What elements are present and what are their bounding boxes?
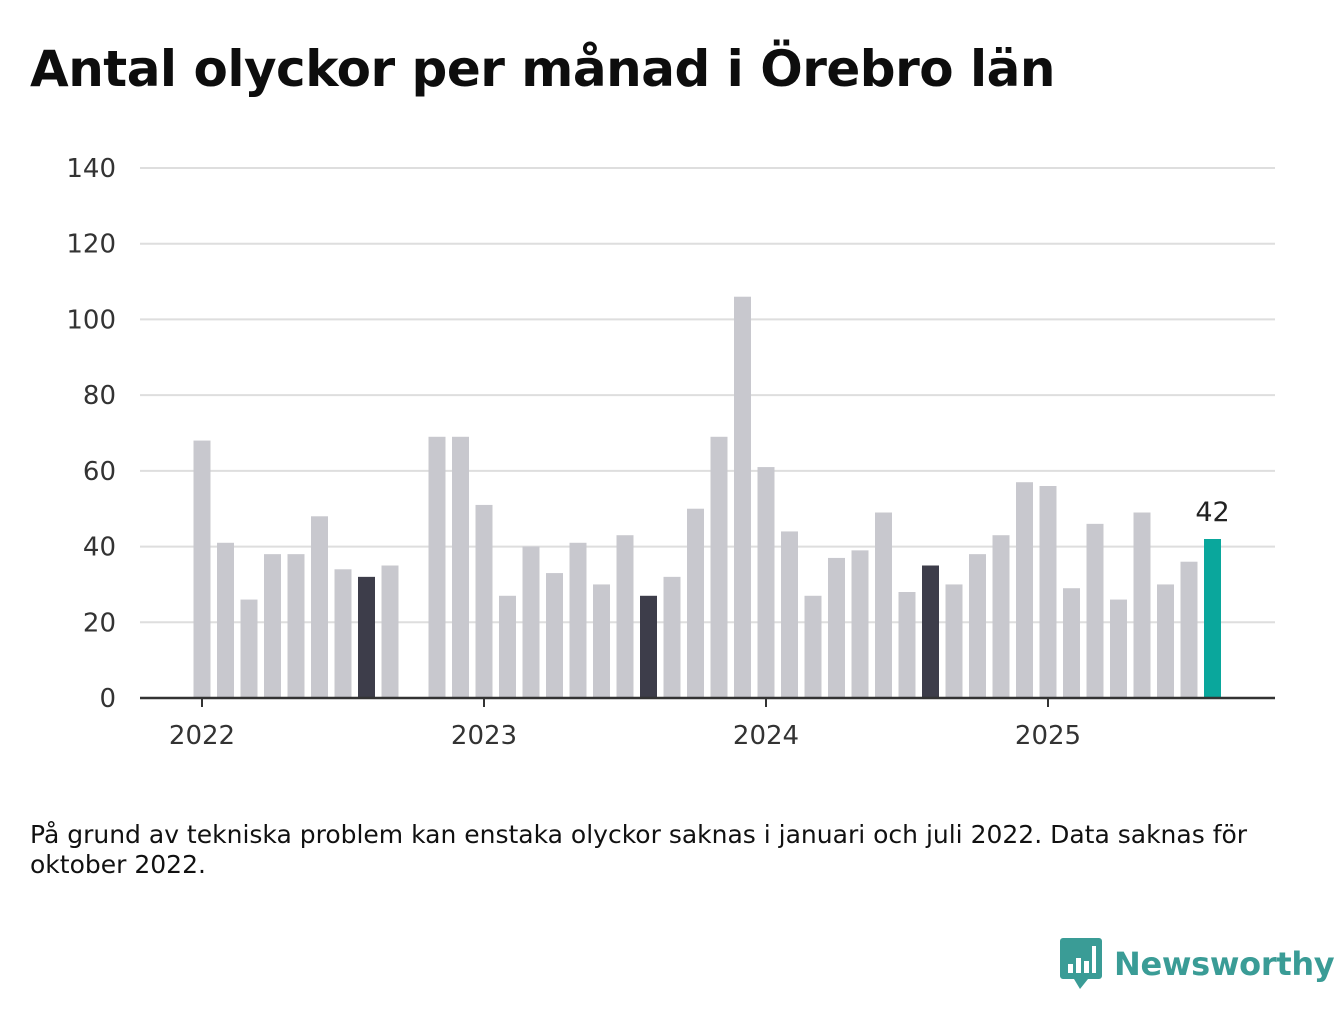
bar-2024-08[interactable] [922,565,939,699]
data-labels: 42 [1195,497,1229,528]
bar-2023-09[interactable] [663,576,681,698]
bar-2022-11[interactable] [428,436,446,698]
bar-2023-08[interactable] [640,595,657,698]
bar-2022-03[interactable] [240,599,258,698]
bar-2022-01[interactable] [193,440,211,698]
bar-2023-07[interactable] [616,535,634,698]
chart-title: Antal olyckor per månad i Örebro län [30,40,1055,98]
x-tick-label: 2023 [451,721,517,751]
bar-2024-12[interactable] [1016,482,1033,698]
brand-name: Newsworthy [1114,945,1335,983]
x-tick-label: 2024 [733,721,799,751]
bar-2022-12[interactable] [452,436,469,698]
y-tick-label: 140 [66,154,116,184]
bars [193,296,1221,699]
footnote: På grund av tekniska problem kan enstaka… [30,820,1248,879]
y-tick-label: 60 [83,457,116,487]
newsworthy-chart-bubble-icon [1060,938,1102,989]
bar-2024-09[interactable] [945,584,963,698]
bar-2023-03[interactable] [522,546,540,698]
bar-2024-05[interactable] [851,550,869,698]
y-tick-label: 80 [83,381,116,411]
bar-2023-06[interactable] [593,584,610,698]
bar-2025-02[interactable] [1063,588,1080,698]
bar-2024-02[interactable] [781,531,798,698]
bar-2024-10[interactable] [969,554,986,698]
bar-2023-02[interactable] [499,595,516,698]
bar-2023-04[interactable] [546,573,563,698]
bar-2022-05[interactable] [287,554,305,698]
bar-2024-06[interactable] [875,512,892,699]
bar-2022-04[interactable] [264,554,281,698]
bar-2025-06[interactable] [1157,584,1174,698]
bar-2025-03[interactable] [1086,523,1104,698]
bar-2025-07[interactable] [1180,561,1198,698]
gridlines [140,167,1275,624]
bar-2025-01[interactable] [1039,486,1057,698]
y-tick-label: 0 [99,684,116,714]
bar-2023-11[interactable] [710,436,728,698]
bar-2023-12[interactable] [734,296,751,698]
bar-2024-01[interactable] [757,467,775,698]
y-tick-label: 120 [66,230,116,260]
bar-2022-08[interactable] [358,576,375,698]
bar-2025-08[interactable] [1204,539,1221,698]
bar-2022-06[interactable] [311,516,328,698]
bar-2024-03[interactable] [804,595,822,698]
bar-2022-02[interactable] [217,542,234,698]
bar-2022-09[interactable] [381,565,399,699]
bar-2025-05[interactable] [1133,512,1151,699]
x-tick-label: 2022 [169,721,235,751]
brand-logo[interactable]: Newsworthy [1060,938,1335,990]
bar-2023-01[interactable] [475,504,493,698]
bar-2024-04[interactable] [828,557,845,698]
y-tick-label: 40 [83,533,116,563]
bar-chart: 0 20 40 60 80 100 120 140 2022 2023 2024 2025 42 [66,154,1275,751]
bar-2024-07[interactable] [898,592,916,698]
bar-2023-10[interactable] [687,508,704,698]
bar-2025-04[interactable] [1110,599,1127,698]
bar-2023-05[interactable] [569,542,587,698]
data-label: 42 [1195,497,1229,528]
x-axis: 2022 2023 2024 2025 [140,696,1275,751]
y-tick-label: 100 [66,305,116,335]
y-axis: 0 20 40 60 80 100 120 140 [66,154,116,714]
y-tick-label: 20 [83,608,116,638]
bar-2022-07[interactable] [334,569,352,698]
x-tick-label: 2025 [1015,721,1081,751]
bar-2024-11[interactable] [992,535,1010,698]
